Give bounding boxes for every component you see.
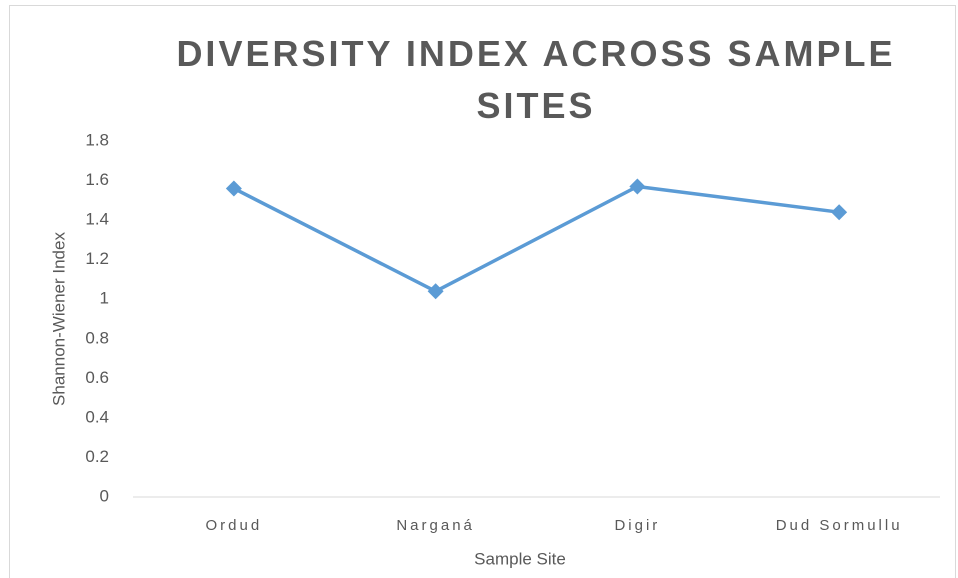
- y-axis-title: Shannon-Wiener Index: [49, 232, 68, 406]
- chart-title: DIVERSITY INDEX ACROSS SAMPLE SITES: [176, 33, 896, 126]
- y-tick-label: 0: [100, 486, 109, 505]
- y-tick-label: 1.8: [85, 130, 109, 149]
- x-tick-label: Dud Sormullu: [776, 517, 903, 534]
- y-tick-label: 1.6: [85, 170, 109, 189]
- y-tick-label: 0.4: [85, 407, 109, 426]
- x-tick-label: Narganá: [396, 517, 475, 534]
- data-point: [225, 180, 242, 197]
- x-tick-label: Ordud: [206, 517, 263, 534]
- y-tick-label: 0.6: [85, 368, 109, 387]
- y-tick-label: 1.4: [85, 210, 109, 229]
- y-tick-label: 1.2: [85, 249, 109, 268]
- x-axis-title: Sample Site: [474, 549, 566, 568]
- data-point: [629, 178, 646, 195]
- y-tick-label: 0.8: [85, 328, 109, 347]
- y-tick-label: 0.2: [85, 447, 109, 466]
- data-point: [427, 283, 444, 300]
- data-point: [831, 204, 848, 221]
- data-line: [233, 184, 840, 294]
- y-tick-label: 1: [100, 289, 109, 308]
- chart-frame: [9, 5, 956, 578]
- x-tick-label: Digir: [614, 517, 660, 534]
